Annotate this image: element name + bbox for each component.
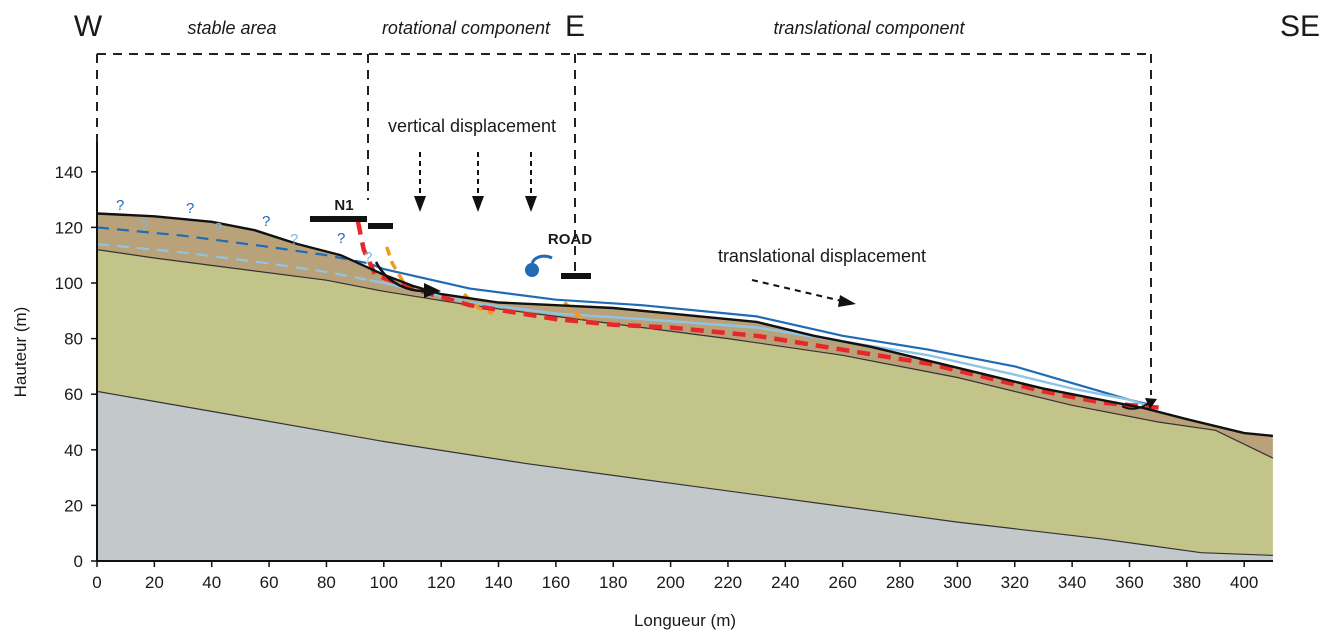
- vertical-displacement-arrows: [419, 152, 532, 200]
- y-tick-label: 20: [64, 496, 83, 515]
- x-tick-label: 20: [145, 573, 164, 592]
- x-tick-label: 360: [1115, 573, 1143, 592]
- road-bar: [561, 273, 591, 279]
- x-tick-label: 400: [1230, 573, 1258, 592]
- direction-east: E: [565, 10, 585, 43]
- arrowhead: [414, 196, 426, 212]
- y-tick-label: 100: [55, 274, 83, 293]
- x-tick-label: 140: [484, 573, 512, 592]
- direction-west: W: [74, 10, 103, 43]
- question-mark: ?: [186, 200, 194, 217]
- y-tick-label: 0: [74, 552, 83, 571]
- n1-label: N1: [334, 197, 353, 214]
- bedrock-layer: [97, 391, 1273, 561]
- question-mark: ?: [116, 197, 124, 214]
- arrowhead: [472, 196, 484, 212]
- main-slip-surface: [355, 221, 1165, 411]
- spring-marker-icon: [525, 263, 539, 277]
- axes: [96, 142, 1273, 562]
- question-mark: ?: [290, 231, 298, 248]
- y-tick-label: 80: [64, 330, 83, 349]
- secondary-failure-surface: [385, 246, 406, 284]
- road-label: ROAD: [548, 231, 592, 248]
- x-tick-label: 160: [542, 573, 570, 592]
- x-tick-label: 80: [317, 573, 336, 592]
- water-table-shallow: [369, 279, 1148, 407]
- x-tick-label: 240: [771, 573, 799, 592]
- x-tick-label: 380: [1173, 573, 1201, 592]
- n1-road-bar: [310, 216, 367, 222]
- question-mark: ?: [364, 249, 372, 266]
- water-table-uncertainty-marks: ? ? ? ? ? ? ? ?: [116, 197, 372, 266]
- translational-displacement-label: translational displacement: [718, 246, 926, 266]
- zone-frame: [96, 53, 1152, 395]
- y-tick-label: 140: [55, 163, 83, 182]
- water-table-shallow-inferred: [96, 243, 370, 282]
- x-tick-label: 300: [943, 573, 971, 592]
- x-tick-label: 120: [427, 573, 455, 592]
- substratum-boundary-line: [96, 249, 1274, 459]
- x-tick-label: 100: [370, 573, 398, 592]
- question-mark: ?: [262, 213, 270, 230]
- n1-road-bar-lower: [368, 223, 393, 229]
- x-tick-label: 280: [886, 573, 914, 592]
- x-tick-group: 0 20 40 60 80 100 120 140 160 180 200 220 240 260 280 3…: [92, 561, 1258, 592]
- question-mark: ?: [140, 217, 148, 234]
- y-axis-label: Hauteur (m): [11, 307, 30, 398]
- bedrock-boundary-line: [96, 390, 1273, 556]
- water-table-deep-inferred: [96, 226, 370, 265]
- toe-arrowhead: [1145, 398, 1157, 409]
- spring-outflow-icon: [530, 254, 553, 264]
- substratum-layer: [97, 249, 1273, 556]
- zone-stable-label: stable area: [187, 18, 276, 38]
- water-table-deep: [369, 262, 1153, 407]
- question-mark: ?: [337, 230, 345, 247]
- secondary-failure-surface: [563, 301, 592, 324]
- x-tick-label: 0: [92, 573, 101, 592]
- zone-translational-label: translational component: [773, 18, 965, 38]
- profile-lines: [96, 212, 1274, 556]
- question-mark: ?: [214, 220, 222, 237]
- ground-surface-line: [96, 212, 1274, 438]
- direction-southeast: SE: [1280, 10, 1320, 43]
- x-tick-label: 340: [1058, 573, 1086, 592]
- y-tick-label: 60: [64, 385, 83, 404]
- y-tick-group: 0 20 40 60 80 100 120 140: [55, 163, 97, 571]
- x-tick-label: 320: [1001, 573, 1029, 592]
- x-tick-label: 40: [202, 573, 221, 592]
- vertical-displacement-label: vertical displacement: [388, 116, 556, 136]
- landslide-mass-layer: [97, 213, 1273, 459]
- x-tick-label: 260: [828, 573, 856, 592]
- x-tick-label: 220: [714, 573, 742, 592]
- x-tick-label: 180: [599, 573, 627, 592]
- rotation-arrowhead: [424, 283, 441, 298]
- x-tick-label: 60: [260, 573, 279, 592]
- y-tick-label: 40: [64, 441, 83, 460]
- arrowhead: [525, 196, 537, 212]
- translational-arrow: [751, 279, 843, 302]
- zone-rotational-label: rotational component: [382, 18, 551, 38]
- geologic-layers: [97, 213, 1273, 561]
- y-tick-label: 120: [55, 218, 83, 237]
- vertical-arrowheads: [414, 196, 537, 212]
- x-tick-label: 200: [656, 573, 684, 592]
- translational-arrowhead: [838, 295, 856, 307]
- rotation-arrow: [374, 261, 429, 293]
- x-axis-label: Longueur (m): [634, 611, 736, 630]
